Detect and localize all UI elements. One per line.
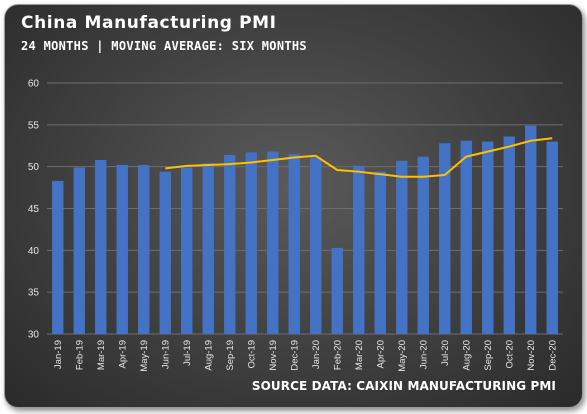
bar bbox=[353, 165, 365, 334]
bar bbox=[503, 136, 515, 334]
x-tick-label: Aug-20 bbox=[461, 340, 472, 371]
y-tick-label: 35 bbox=[28, 288, 40, 299]
bar bbox=[267, 151, 279, 334]
bar bbox=[288, 154, 300, 334]
bar bbox=[181, 167, 193, 334]
x-tick-label: Jul-20 bbox=[440, 340, 451, 366]
bar bbox=[116, 164, 128, 334]
x-tick-label: Apr-19 bbox=[117, 340, 128, 369]
bar bbox=[138, 164, 150, 334]
bar bbox=[460, 140, 472, 334]
bar bbox=[525, 125, 537, 334]
x-tick-label: Jun-20 bbox=[418, 340, 429, 369]
x-tick-label: Dec-20 bbox=[547, 340, 558, 371]
bar bbox=[73, 167, 85, 334]
x-tick-label: Nov-20 bbox=[526, 340, 537, 371]
x-tick-label: Jan-20 bbox=[311, 340, 322, 369]
x-tick-label: Feb-20 bbox=[332, 340, 343, 370]
chart-subtitle: 24 MONTHS | MOVING AVERAGE: SIX MONTHS bbox=[21, 39, 307, 53]
bar bbox=[374, 171, 386, 334]
source-note: SOURCE DATA: CAIXIN MANUFACTURING PMI bbox=[251, 379, 556, 393]
y-tick-label: 60 bbox=[28, 79, 40, 90]
x-tick-label: Jun-19 bbox=[160, 340, 171, 369]
x-tick-label: Oct-19 bbox=[246, 340, 257, 369]
bar bbox=[52, 180, 64, 334]
bar bbox=[396, 160, 408, 334]
chart-title: China Manufacturing PMI bbox=[21, 13, 277, 33]
bar bbox=[417, 156, 429, 334]
pmi-chart: 30 35 40 45 50 55 60 Jan-19 Feb-19 Mar-19 Apr-19 M… bbox=[28, 79, 563, 372]
x-tick-label: Oct-20 bbox=[504, 340, 515, 369]
bar bbox=[482, 141, 494, 334]
bar bbox=[331, 247, 343, 334]
x-tick-label: Dec-19 bbox=[289, 340, 300, 371]
x-tick-label: Jul-19 bbox=[182, 340, 193, 366]
x-tick-label: May-20 bbox=[397, 340, 408, 372]
bar bbox=[546, 141, 558, 334]
bar bbox=[159, 171, 171, 334]
x-tick-label: May-19 bbox=[139, 340, 150, 372]
bar bbox=[245, 152, 257, 334]
x-tick-label: Aug-19 bbox=[203, 340, 214, 371]
y-tick-label: 40 bbox=[28, 246, 40, 257]
y-tick-label: 45 bbox=[28, 204, 40, 215]
bar bbox=[224, 154, 236, 334]
bar bbox=[202, 163, 214, 334]
bar bbox=[439, 143, 451, 334]
x-tick-label: Sep-19 bbox=[225, 340, 236, 371]
x-tick-label: Apr-20 bbox=[375, 340, 386, 369]
x-tick-label: Mar-20 bbox=[354, 340, 365, 370]
x-tick-label: Mar-19 bbox=[96, 340, 107, 370]
bar bbox=[310, 157, 322, 334]
bar bbox=[95, 159, 107, 334]
chart-card: China Manufacturing PMI 24 MONTHS | MOVI… bbox=[4, 4, 583, 408]
x-tick-label: Nov-19 bbox=[268, 340, 279, 371]
moving-average-line bbox=[165, 137, 553, 178]
y-tick-label: 30 bbox=[28, 330, 40, 341]
x-tick-label: Jan-19 bbox=[53, 340, 64, 369]
x-tick-label: Feb-19 bbox=[74, 340, 85, 370]
x-tick-label: Sep-20 bbox=[483, 340, 494, 371]
y-tick-label: 55 bbox=[28, 120, 40, 131]
y-tick-label: 50 bbox=[28, 162, 40, 173]
